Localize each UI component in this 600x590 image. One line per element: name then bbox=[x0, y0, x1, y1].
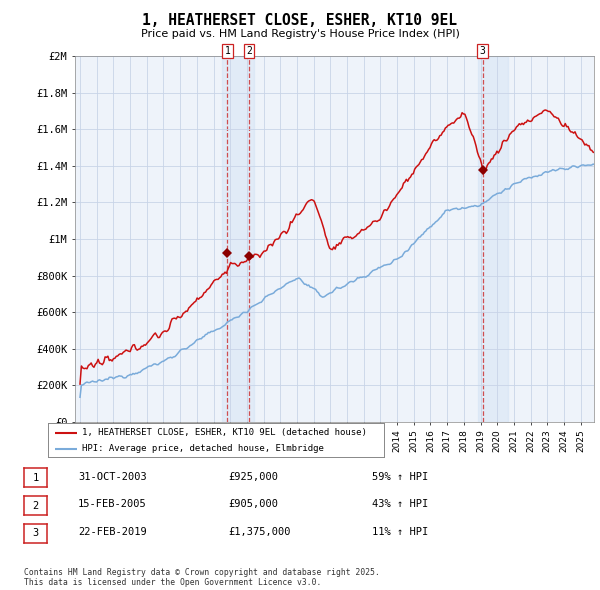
Text: 31-OCT-2003: 31-OCT-2003 bbox=[78, 472, 147, 481]
Text: 11% ↑ HPI: 11% ↑ HPI bbox=[372, 527, 428, 537]
Text: 3: 3 bbox=[32, 529, 38, 538]
Text: £905,000: £905,000 bbox=[228, 500, 278, 509]
Text: HPI: Average price, detached house, Elmbridge: HPI: Average price, detached house, Elmb… bbox=[82, 444, 323, 453]
Text: 22-FEB-2019: 22-FEB-2019 bbox=[78, 527, 147, 537]
Text: £1,375,000: £1,375,000 bbox=[228, 527, 290, 537]
Text: 1: 1 bbox=[32, 473, 38, 483]
Text: Contains HM Land Registry data © Crown copyright and database right 2025.
This d: Contains HM Land Registry data © Crown c… bbox=[24, 568, 380, 587]
Text: 1, HEATHERSET CLOSE, ESHER, KT10 9EL: 1, HEATHERSET CLOSE, ESHER, KT10 9EL bbox=[143, 13, 458, 28]
Text: 3: 3 bbox=[480, 46, 485, 56]
Text: 15-FEB-2005: 15-FEB-2005 bbox=[78, 500, 147, 509]
Text: 43% ↑ HPI: 43% ↑ HPI bbox=[372, 500, 428, 509]
Text: 1, HEATHERSET CLOSE, ESHER, KT10 9EL (detached house): 1, HEATHERSET CLOSE, ESHER, KT10 9EL (de… bbox=[82, 428, 367, 437]
Text: £925,000: £925,000 bbox=[228, 472, 278, 481]
Text: 1: 1 bbox=[224, 46, 230, 56]
Text: 2: 2 bbox=[246, 46, 252, 56]
Text: Price paid vs. HM Land Registry's House Price Index (HPI): Price paid vs. HM Land Registry's House … bbox=[140, 30, 460, 39]
Text: 59% ↑ HPI: 59% ↑ HPI bbox=[372, 472, 428, 481]
Bar bbox=[223, 56, 254, 422]
Bar bbox=[478, 56, 508, 422]
Text: 2: 2 bbox=[32, 501, 38, 510]
